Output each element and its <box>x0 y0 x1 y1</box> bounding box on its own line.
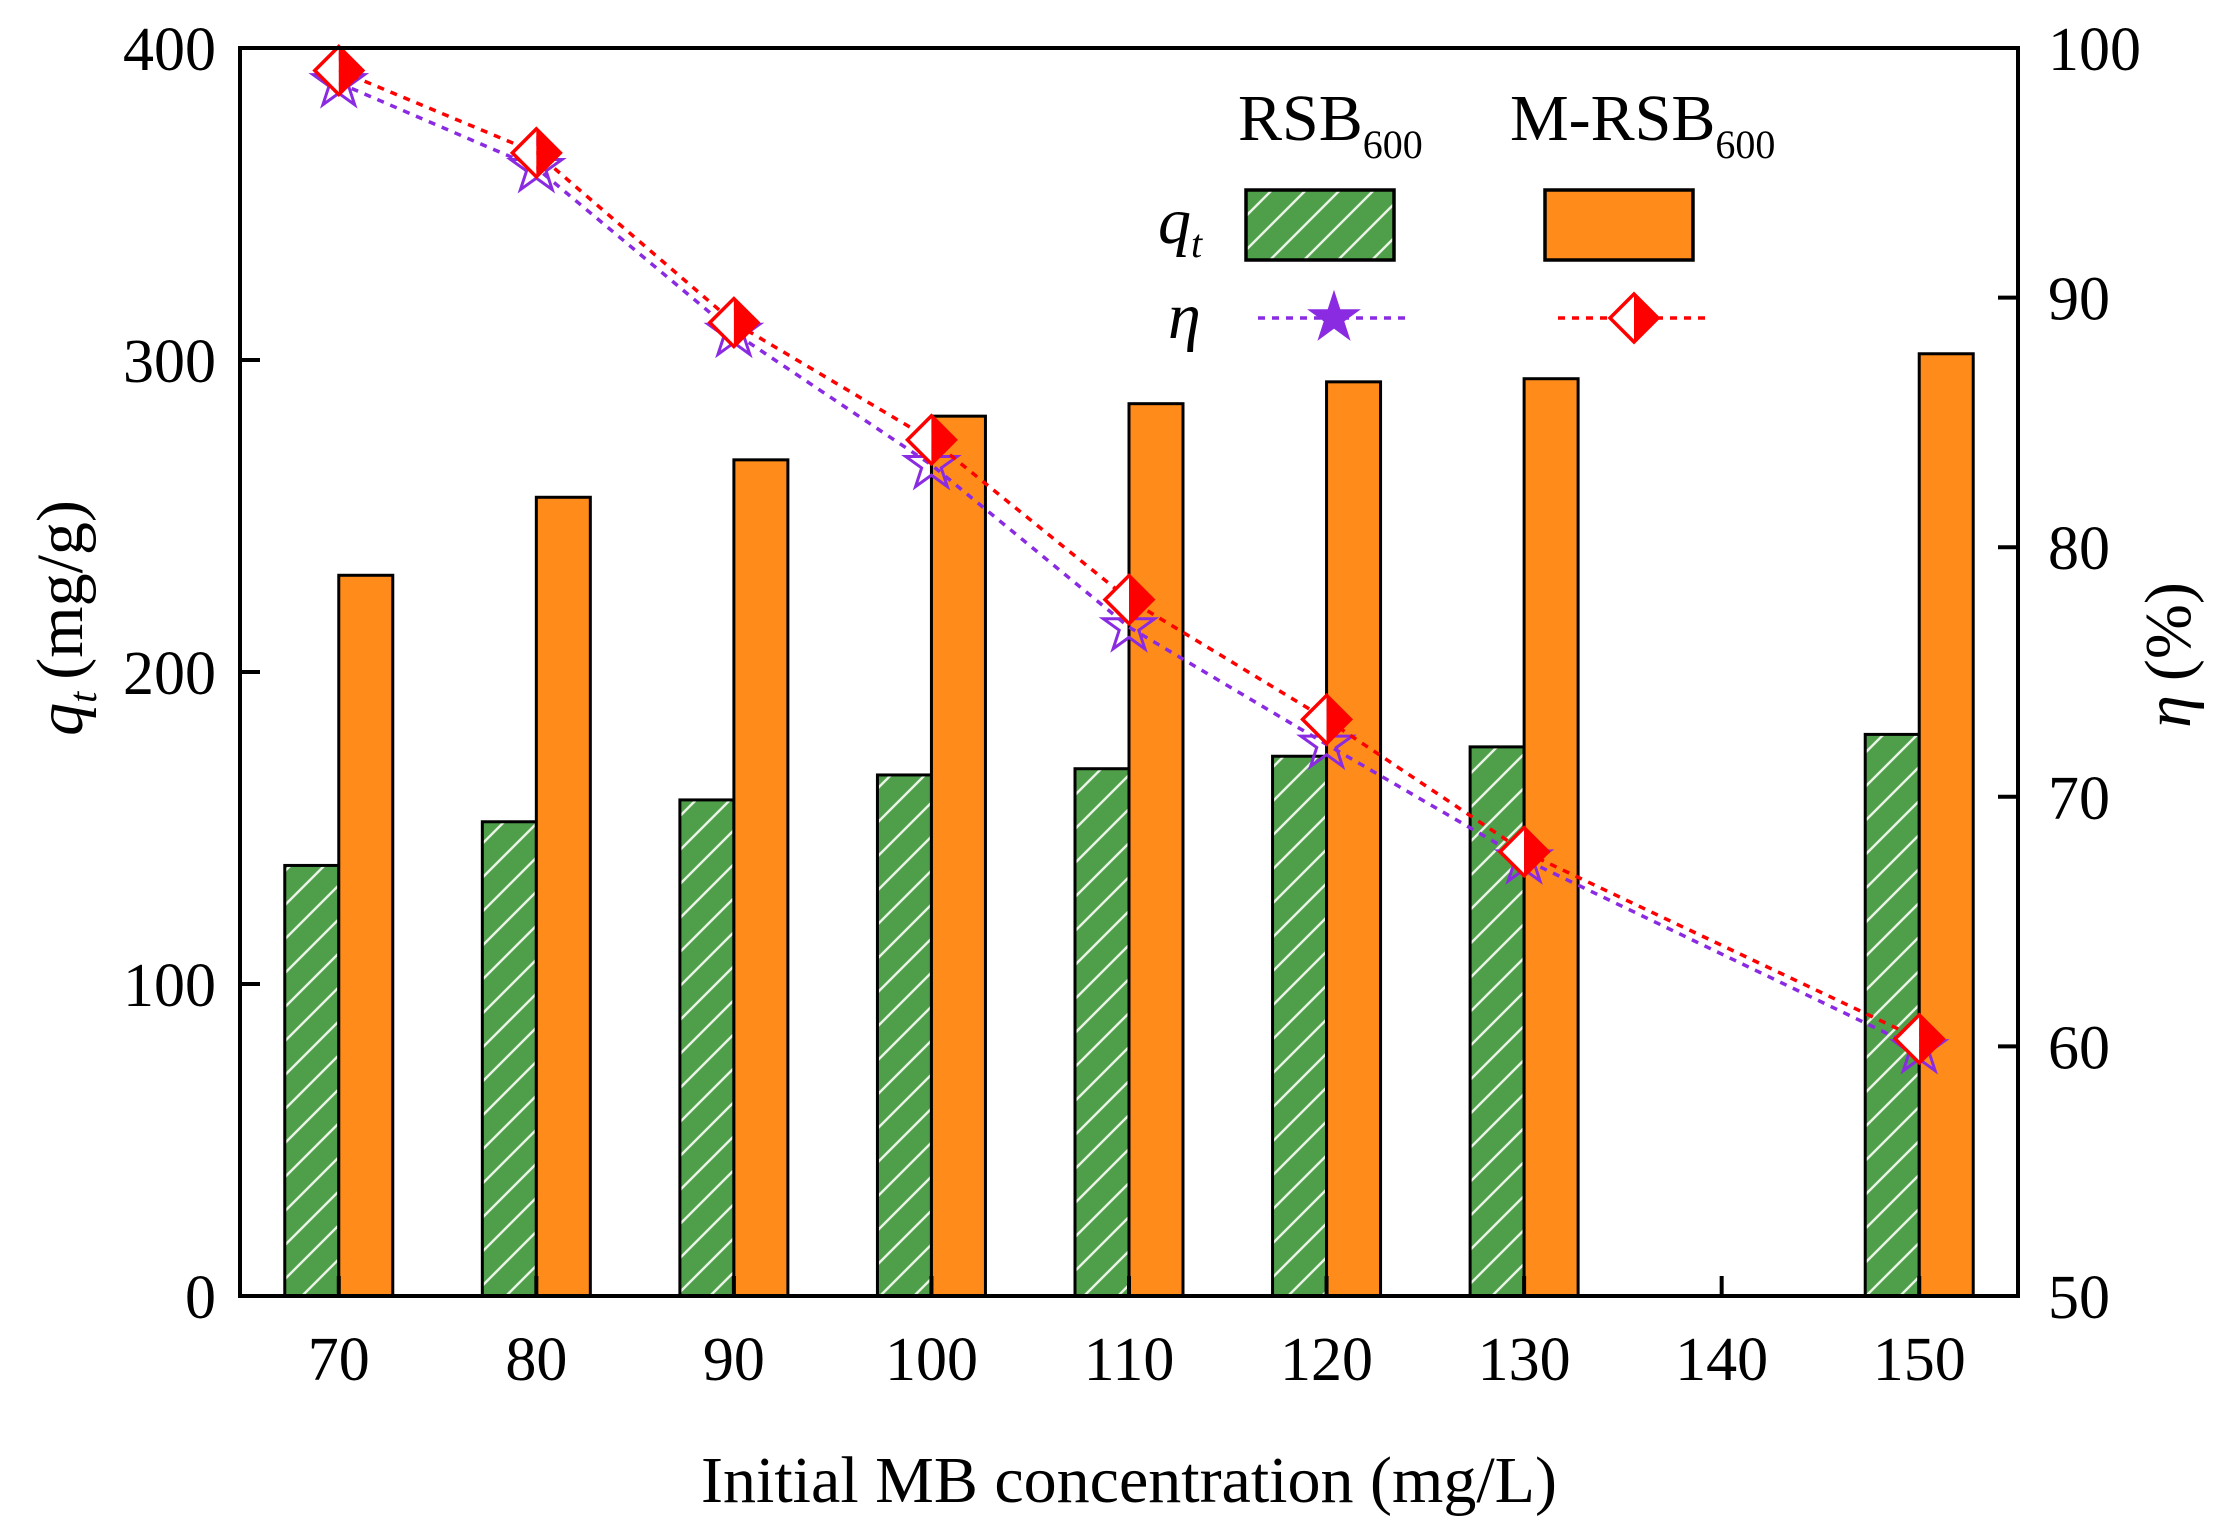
rsb600-eta-point-110 <box>1098 595 1160 653</box>
legend-row1-sub: t <box>1191 221 1203 266</box>
bars-layer <box>283 352 1975 1298</box>
mrsb600-eta-point-90 <box>707 296 761 350</box>
mrsb600-bar-70 <box>337 573 395 1298</box>
mrsb600-bar-150 <box>1917 352 1975 1298</box>
x-tick-label-140: 140 <box>1675 1326 1768 1394</box>
legend-swatch-mrsb600-diamond <box>1607 291 1661 345</box>
x-tick-label-80: 80 <box>505 1326 567 1394</box>
y2-tick-label-60: 60 <box>2048 1014 2110 1082</box>
y-tick-label-200: 200 <box>123 640 216 708</box>
rsb600-bar-100 <box>875 773 933 1298</box>
mrsb600-bar-120 <box>1325 380 1383 1298</box>
legend-col2-base: M-RSB <box>1510 82 1715 155</box>
x-tick-label-120: 120 <box>1280 1326 1373 1394</box>
svg-text:qt(mg/g): qt (mg/g) <box>24 500 105 736</box>
legend-col1-sub: 600 <box>1363 122 1423 167</box>
y2-tick-label-70: 70 <box>2048 765 2110 833</box>
mrsb600-eta-line <box>338 68 1920 1041</box>
y2-tick-label-90: 90 <box>2048 266 2110 334</box>
svg-text:η(%): η (%) <box>2132 582 2205 728</box>
x-tick-label-90: 90 <box>703 1326 765 1394</box>
y-tick-label-400: 400 <box>123 16 216 84</box>
rsb600-eta-point-120 <box>1296 712 1357 771</box>
tick-labels-layer: 70 80 90 100 110 120 130 140 150 0 100 200 300 400 50 6… <box>123 16 2141 1394</box>
mrsb600-bar-80 <box>534 495 592 1298</box>
rsb600-eta-line <box>338 81 1920 1051</box>
rsb600-bar-80 <box>480 820 538 1298</box>
y-axis-title-sub: t <box>60 691 105 703</box>
lines-layer <box>308 43 1950 1075</box>
mrsb600-eta-point-110 <box>1102 573 1156 627</box>
y2-axis-title: η (%) <box>2132 582 2205 728</box>
rsb600-bar-110 <box>1073 767 1131 1298</box>
mrsb600-eta-point-130 <box>1497 825 1551 879</box>
rsb600-bar-130 <box>1468 745 1526 1298</box>
y-axis-title: qt (mg/g) <box>24 500 105 736</box>
y2-tick-label-100: 100 <box>2048 16 2141 84</box>
y-tick-label-0: 0 <box>185 1264 216 1332</box>
legend-row1-label: qt <box>1158 185 1203 266</box>
y-tick-label-300: 300 <box>123 328 216 396</box>
mrsb600-eta-point-70 <box>312 43 366 97</box>
y2-axis-title-symbol: η <box>2132 695 2205 728</box>
legend-swatch-rsb600-bar <box>1244 188 1396 262</box>
legend-col1-base: RSB <box>1238 82 1363 155</box>
legend-row2-label: η <box>1168 280 1201 353</box>
mrsb600-eta-point-120 <box>1300 692 1354 746</box>
x-tick-label-100: 100 <box>885 1326 978 1394</box>
y-tick-label-100: 100 <box>123 952 216 1020</box>
mrsb600-eta-point-150 <box>1892 1012 1946 1066</box>
y2-axis-title-unit: (%) <box>2132 582 2205 681</box>
x-tick-label-70: 70 <box>308 1326 370 1394</box>
y2-tick-label-80: 80 <box>2048 515 2110 583</box>
y-axis-title-symbol: q <box>24 703 97 736</box>
mrsb600-bar-100 <box>929 414 987 1298</box>
x-tick-label-150: 150 <box>1873 1326 1966 1394</box>
legend-col2-header: M-RSB600 <box>1510 82 1775 167</box>
legend-col1-header: RSB600 <box>1238 82 1423 167</box>
mrsb600-eta-point-100 <box>904 413 958 467</box>
mrsb600-eta-point-80 <box>509 126 563 180</box>
x-tick-label-110: 110 <box>1084 1326 1175 1394</box>
legend-row1-symbol: q <box>1158 185 1191 258</box>
rsb600-bar-120 <box>1271 754 1329 1298</box>
rsb600-bar-90 <box>678 798 736 1298</box>
legend-swatch-rsb600-star <box>1307 289 1361 341</box>
axes-layer <box>238 46 2020 1298</box>
x-axis-title: Initial MB concentration (mg/L) <box>701 1444 1557 1517</box>
y2-tick-label-50: 50 <box>2048 1264 2110 1332</box>
legend: RSB600 M-RSB600 qt η <box>1158 82 1775 353</box>
mrsb600-bar-110 <box>1127 402 1185 1298</box>
y-axis-title-unit: (mg/g) <box>24 500 97 680</box>
legend-swatch-mrsb600-bar <box>1543 188 1695 262</box>
x-tick-label-130: 130 <box>1478 1326 1571 1394</box>
rsb600-bar-150 <box>1863 732 1921 1298</box>
mrsb600-bar-90 <box>732 458 790 1298</box>
legend-col2-sub: 600 <box>1715 122 1775 167</box>
rsb600-bar-70 <box>283 863 341 1298</box>
